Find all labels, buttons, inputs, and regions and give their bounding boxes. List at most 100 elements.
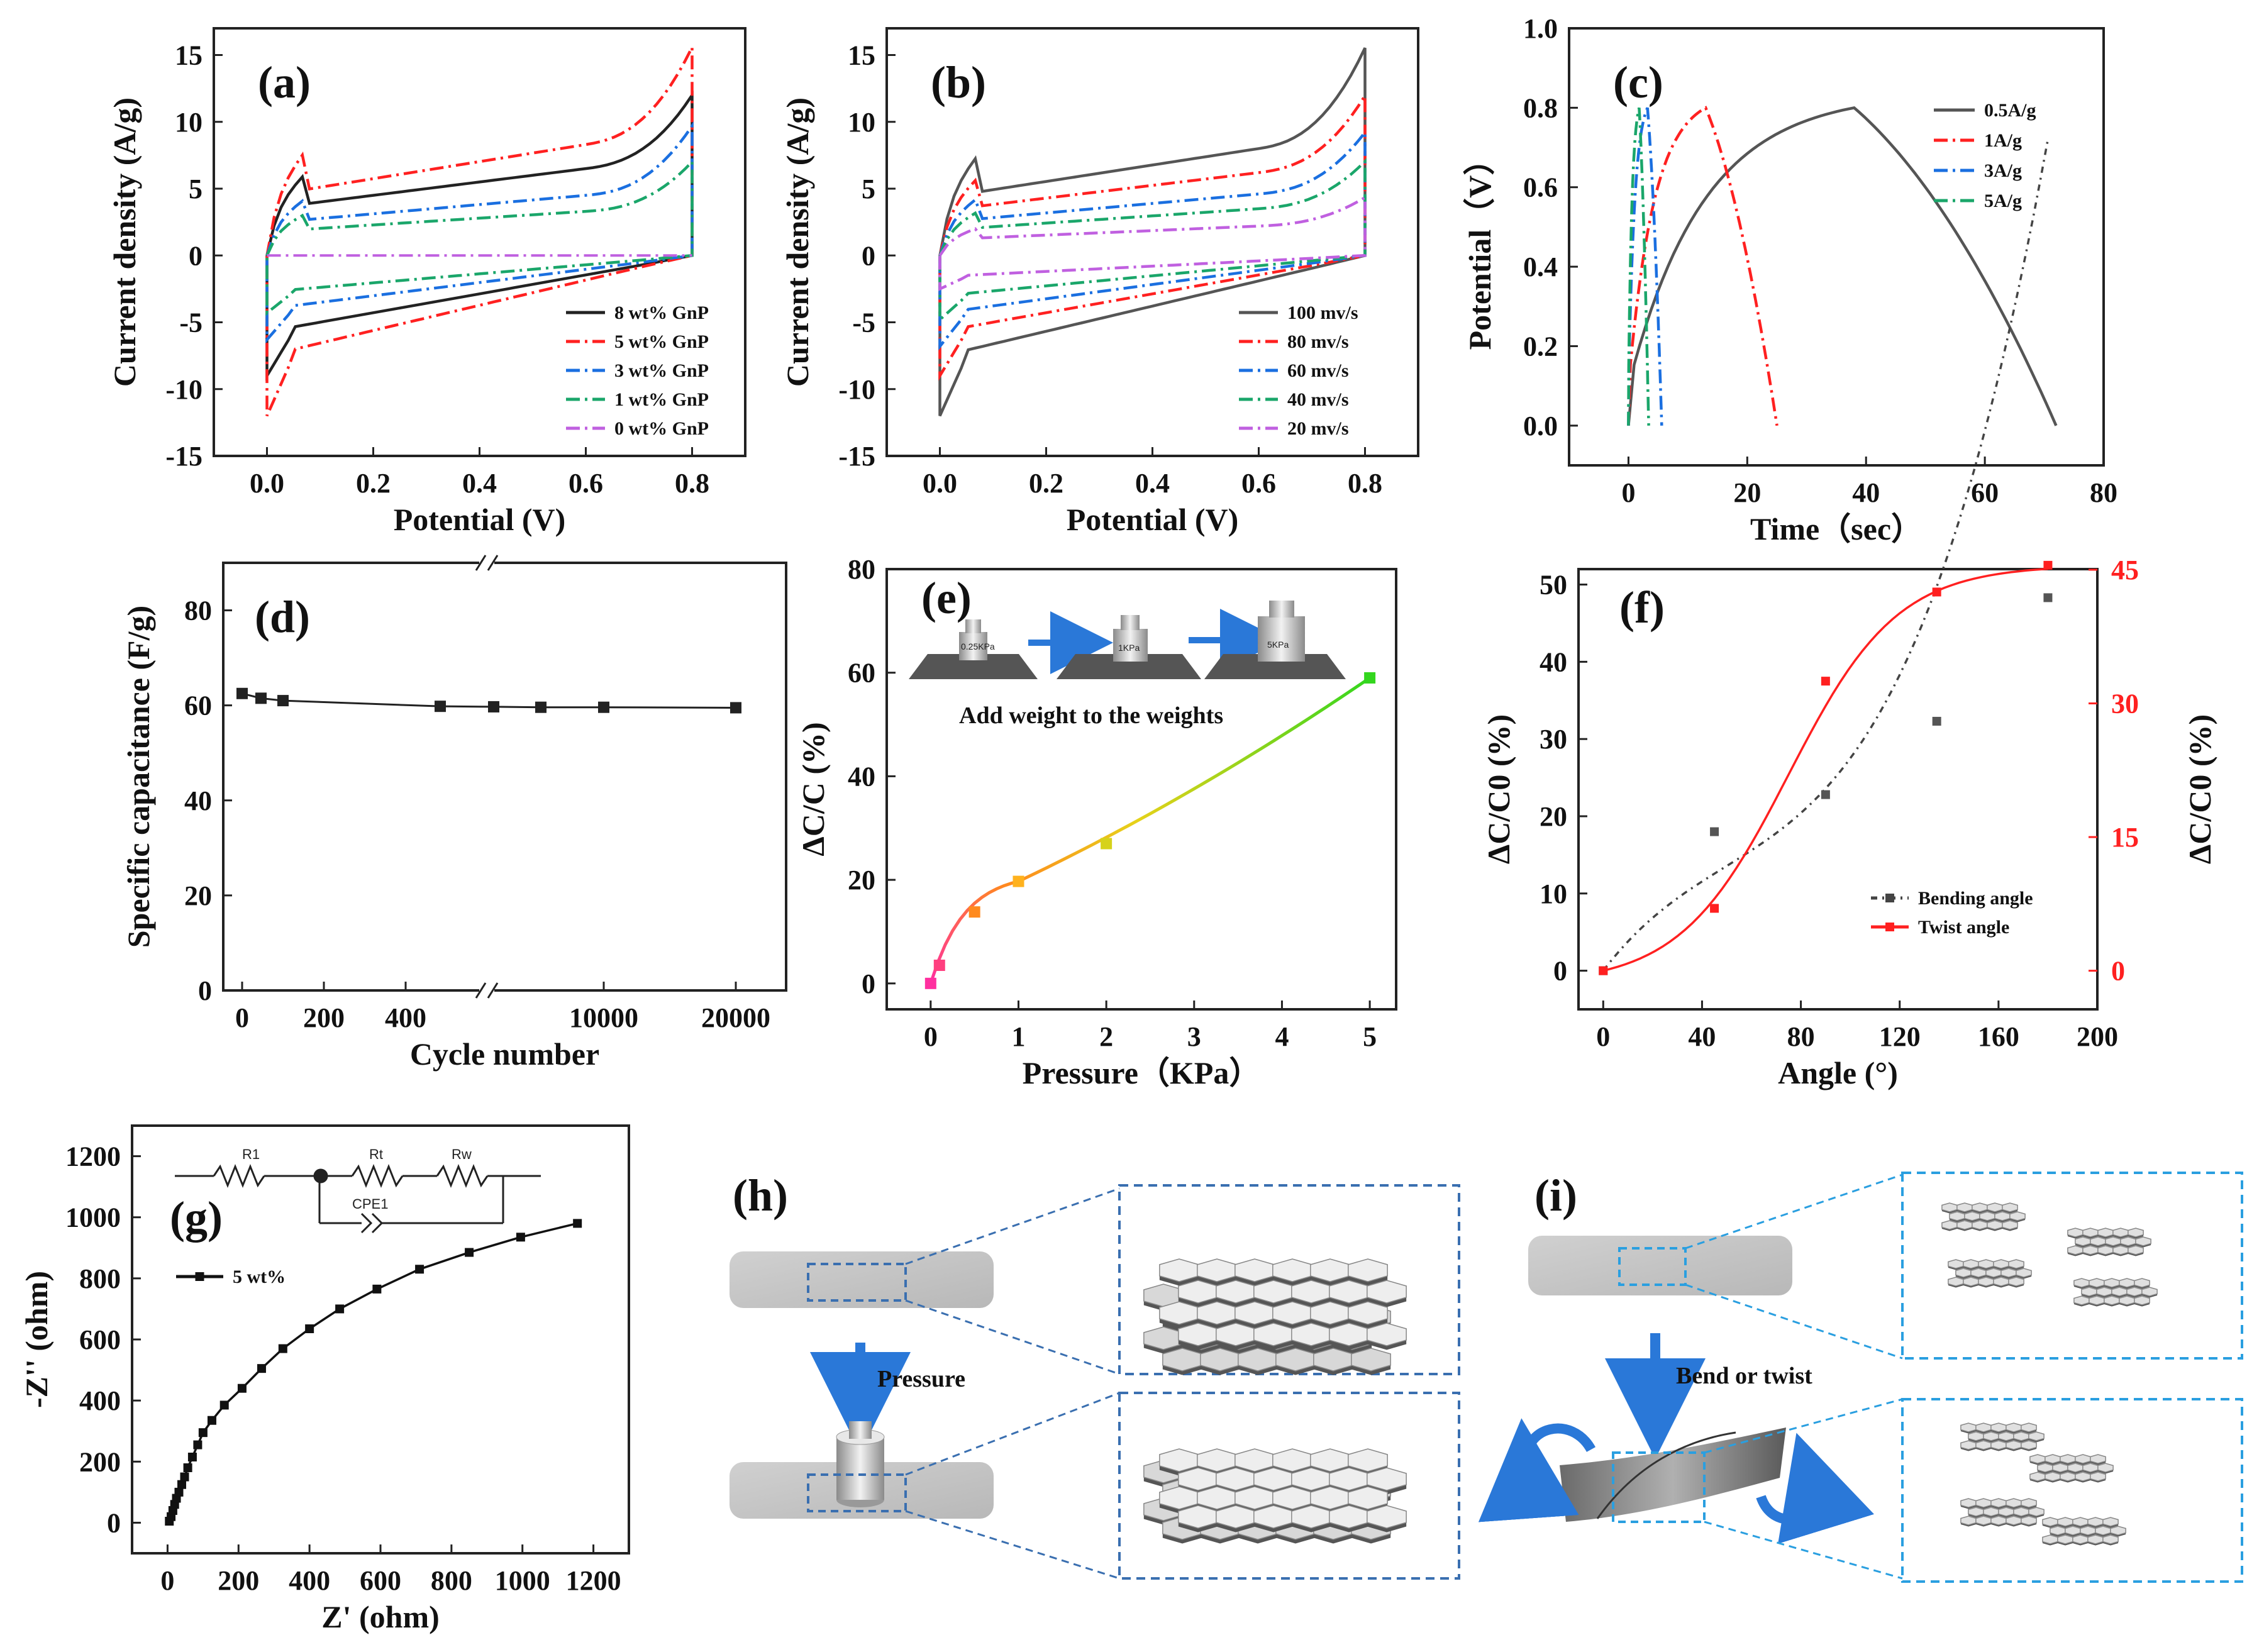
graphene-flake-small [2006,1440,2022,1450]
zoom-line [905,1392,1120,1476]
graphene-flakes-connected [1960,1422,2126,1546]
panel-i-label: (i) [1534,1170,1577,1221]
y-tick-label-e: 0 [862,968,875,999]
legend-label: Twist angle [1918,917,2009,938]
zoom-panel-twisted [1901,1398,2243,1583]
x-tick-label-d: 20000 [701,1002,770,1033]
y-tick-label-b: 0 [862,240,875,271]
x-tick-label-b: 0.0 [923,468,957,499]
y-tick-label-g: 1200 [65,1141,121,1172]
legend-marker [1885,923,1894,931]
y-right-axis-label-f: ΔC/C0 (%) [2182,714,2217,864]
graphene-flake-small [2112,1245,2129,1255]
zoom-box-top [807,1263,907,1302]
graphene-flake-small [2097,1245,2114,1255]
data-point-nyquist [415,1265,425,1274]
sheet-top [730,1251,994,1308]
graphene-flake-small [2072,1534,2089,1544]
weights-caption: Add weight to the weights [959,702,1223,729]
series-line-1A/g [1627,106,1778,426]
zoom-panel-bottom [1118,1392,1460,1580]
zoom-box-twisted [1612,1451,1706,1523]
graphene-flake-small [1941,1202,1958,1212]
twist-edge [1596,1431,1736,1519]
zoom-line [905,1299,1120,1375]
graphene-flake-small [1960,1422,1977,1433]
weight-cylinder-1 [959,632,987,660]
x-tick-label-g: 600 [360,1565,401,1596]
graphene-flakes-separated [1941,1202,2158,1307]
y-tick-label-c: 0.0 [1523,411,1558,441]
y-tick-label-d: 40 [184,785,212,816]
graphene-stack-loose [1143,1258,1407,1375]
data-point-nyquist [278,1344,287,1353]
x-axis-label-d: Cycle number [410,1036,599,1072]
plot-frame-c [1568,27,2105,467]
legend-label: Bending angle [1918,888,2033,909]
data-point-nyquist [219,1400,229,1410]
data-point-nyquist [305,1324,314,1333]
x-tick-label-a: 0.6 [569,468,603,499]
series-line-5A/g [1627,107,1650,426]
graphene-flake-small [2102,1534,2119,1544]
graphene-flake-small [1970,1268,1987,1278]
graphene-flake-small [2050,1526,2066,1536]
graphene-flake-small [1956,1202,1973,1212]
x-tick-label-f: 160 [1978,1021,2019,1052]
graphene-flake-small [2104,1278,2120,1288]
x-tick-label-d: 200 [303,1002,345,1033]
y-tick-label-c: 0.2 [1523,331,1558,362]
data-point-nyquist [174,1487,184,1497]
graphene-flake-small [2112,1228,2129,1238]
y-tick-label-b: 10 [848,107,875,138]
graphene-flake [1348,1301,1388,1325]
x-tick-label-e: 5 [1363,1021,1377,1052]
graphene-flake-small [1955,1268,1972,1278]
x-tick-label-c: 40 [1852,477,1880,508]
series-line-5 wt% GnP [265,47,694,417]
x-tick-label-e: 2 [1099,1021,1113,1052]
data-point-cycle [730,702,741,714]
axis-break-mark [487,982,499,999]
graphene-flake-small [2013,1507,2029,1517]
graphene-flake-small [2096,1287,2112,1297]
x-tick-label-b: 0.4 [1135,468,1170,499]
graphene-flake [1351,1348,1391,1372]
x-tick-label-f: 40 [1688,1021,1716,1052]
y-tick-label-e: 40 [848,761,875,792]
graphene-flake-small [1993,1277,2009,1287]
x-tick-label-f: 120 [1879,1021,1921,1052]
weight-label-2: 1KPa [1118,643,1140,653]
legend-label: 5 wt% GnP [614,331,709,352]
graphene-flake-small [2075,1454,2091,1464]
panel-c-gcd: 0 20 40 60 80 0.0 0.2 0.4 0.6 0.8 1.0 Time（sec） Pote… [1462,13,2117,546]
y-axis-label-b: Current density (A/g) [780,97,815,387]
graphene-flake [1367,1280,1407,1304]
graphene-flake-small [2002,1202,2018,1212]
sheet-flat [1528,1236,1792,1295]
circuit-label-cpe1: CPE1 [352,1196,388,1212]
panel-i-illustration: (i) Bend or twist [1478,1170,2243,1583]
y-right-tick-label-f: 30 [2111,689,2139,719]
legend-label: 0 wt% GnP [614,418,709,439]
legend-label: 1 wt% GnP [614,389,709,410]
x-tick-label-g: 0 [160,1565,174,1596]
graphene-flake-small [2090,1236,2106,1246]
graphene-flake-small [1998,1431,2014,1441]
graphene-flake-small [2080,1526,2096,1536]
graphene-flake-small [2057,1517,2073,1527]
data-point-nyquist [193,1440,203,1450]
graphene-flake-small [1978,1277,1994,1287]
graphene-flake-small [1948,1277,1964,1287]
y-axis-label-d: Specific capacitance (F/g) [121,606,156,948]
legend-label: 80 mv/s [1287,331,1349,352]
graphene-flake-small [2060,1472,2076,1482]
data-point-twist [1710,904,1719,913]
data-point-nyquist [183,1463,192,1472]
graphene-flake-small [2128,1228,2144,1238]
circuit-label-rt: Rt [369,1146,383,1162]
axis-break-mark [475,982,487,999]
graphene-flake-small [2111,1287,2128,1297]
